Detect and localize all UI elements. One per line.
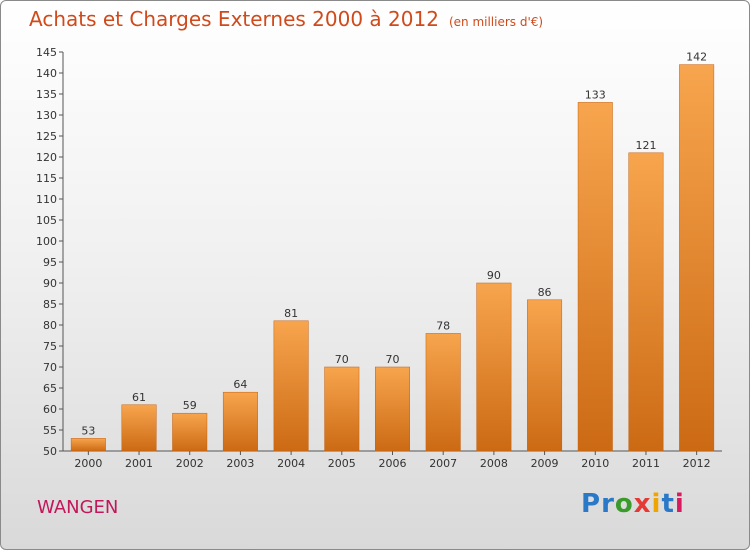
axes: 50 55 60 65 70 75 80 85 90 95 100 105 110 115 120 125 13… — [36, 46, 722, 470]
y-tick-label: 95 — [43, 256, 57, 269]
x-tick-label: 2004 — [277, 457, 305, 470]
x-tick-label: 2007 — [429, 457, 457, 470]
bar-2002 — [172, 412, 208, 452]
bar-2008 — [476, 282, 512, 452]
bar-value-label: 78 — [436, 319, 450, 332]
logo-letter: r — [601, 489, 615, 519]
x-tick-label: 2001 — [125, 457, 153, 470]
place-name: WANGEN — [37, 497, 119, 518]
x-tick-label: 2002 — [176, 457, 204, 470]
x-tick-label: 2006 — [379, 457, 407, 470]
bar-2004 — [273, 320, 309, 452]
bar-2010 — [577, 102, 613, 452]
bar-2009 — [527, 299, 563, 452]
bar-2001 — [121, 404, 157, 452]
y-tick-label: 50 — [43, 445, 57, 458]
x-tick-label: 2005 — [328, 457, 356, 470]
y-tick-label: 100 — [36, 235, 57, 248]
logo-letter: t — [661, 489, 675, 519]
y-tick-label: 125 — [36, 130, 57, 143]
y-tick-label: 140 — [36, 67, 57, 80]
bar-value-label: 86 — [538, 286, 552, 299]
x-tick-label: 2003 — [226, 457, 254, 470]
logo-letter: o — [614, 489, 634, 519]
y-tick-label: 65 — [43, 382, 57, 395]
bar-value-label: 133 — [585, 88, 606, 101]
x-tick-label: 2008 — [480, 457, 508, 470]
bar-2006 — [375, 366, 410, 452]
y-tick-label: 115 — [36, 172, 57, 185]
bar-2007 — [425, 333, 461, 452]
y-tick-label: 60 — [43, 403, 57, 416]
y-tick-label: 85 — [43, 298, 57, 311]
y-tick-label: 90 — [43, 277, 57, 290]
y-tick-label: 75 — [43, 340, 57, 353]
bar-value-label: 64 — [233, 378, 247, 391]
bar-value-label: 70 — [386, 353, 400, 366]
bar-2012 — [679, 64, 715, 452]
bar-value-label: 59 — [183, 399, 197, 412]
x-tick-label: 2011 — [632, 457, 660, 470]
bar-2011 — [628, 152, 664, 452]
y-tick-label: 110 — [36, 193, 57, 206]
chart-title-text: Achats et Charges Externes 2000 à 2012 — [29, 7, 439, 31]
bar-value-label: 121 — [635, 139, 656, 152]
x-tick-label: 2010 — [581, 457, 609, 470]
y-tick-label: 130 — [36, 109, 57, 122]
bar-value-label: 81 — [284, 307, 298, 320]
y-tick-label: 70 — [43, 361, 57, 374]
x-tick-label: 2012 — [683, 457, 711, 470]
bar-value-label: 70 — [335, 353, 349, 366]
proxiti-logo: Proxiti — [581, 489, 685, 519]
y-tick-label: 120 — [36, 151, 57, 164]
bars: 53 61 59 64 81 70 70 78 90 86 133 121 142 — [70, 51, 715, 452]
bar-value-label: 61 — [132, 391, 146, 404]
y-tick-label: 105 — [36, 214, 57, 227]
bar-2000 — [70, 438, 106, 452]
logo-letter: x — [633, 489, 652, 519]
chart-subtitle: (en milliers d'€) — [448, 15, 544, 29]
bar-2005 — [324, 366, 360, 452]
logo-letter: i — [651, 489, 662, 519]
logo-letter: P — [581, 489, 602, 519]
bar-value-label: 90 — [487, 269, 501, 282]
y-tick-label: 135 — [36, 88, 57, 101]
y-tick-label: 145 — [36, 46, 57, 59]
bar-value-label: 53 — [81, 424, 95, 437]
logo-letter: i — [674, 489, 685, 519]
x-tick-label: 2000 — [74, 457, 102, 470]
y-tick-label: 80 — [43, 319, 57, 332]
y-tick-label: 55 — [43, 424, 57, 437]
bar-value-label: 142 — [686, 51, 707, 64]
chart-title: Achats et Charges Externes 2000 à 2012 (e… — [29, 7, 543, 31]
bar-2003 — [222, 391, 258, 452]
x-tick-label: 2009 — [531, 457, 559, 470]
